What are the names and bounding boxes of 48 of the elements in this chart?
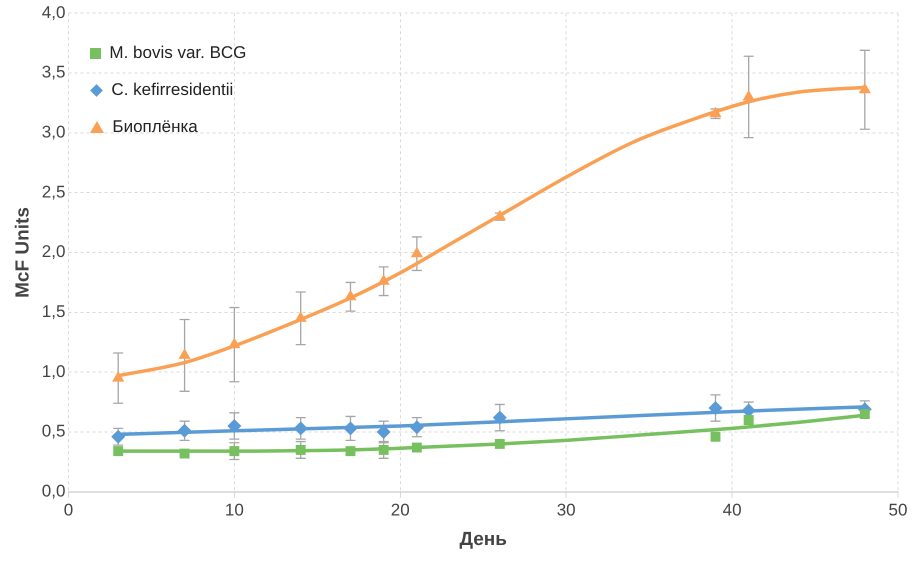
point (858, 82, 871, 94)
point (708, 401, 722, 416)
point (710, 432, 720, 442)
legend-label: M. bovis var. BCG (109, 43, 246, 64)
point (412, 442, 422, 452)
x-tick-label: 10 (224, 500, 244, 520)
y-tick-label: 0,5 (42, 422, 66, 441)
x-axis-title: День (459, 528, 507, 550)
y-tick-label: 1,5 (42, 302, 66, 322)
point (492, 410, 507, 425)
point (229, 446, 240, 456)
x-tick-label: 20 (390, 500, 410, 520)
x-tick-label: 40 (722, 500, 742, 520)
point (343, 421, 358, 436)
point (744, 415, 754, 425)
x-tick-label: 0 (64, 500, 74, 520)
point (180, 448, 190, 458)
point (227, 418, 242, 433)
point (178, 424, 192, 438)
point (113, 446, 124, 456)
legend-label: C. kefirresidentii (111, 80, 234, 100)
point (178, 348, 191, 359)
point (410, 420, 424, 434)
y-tick-label: 2,5 (42, 182, 66, 202)
point (346, 446, 356, 456)
point (860, 409, 870, 419)
point (494, 438, 505, 449)
point (378, 444, 389, 455)
point (296, 444, 306, 455)
x-tick-label: 30 (556, 500, 576, 520)
point (378, 274, 390, 285)
point (494, 210, 506, 220)
point (410, 246, 423, 258)
y-tick-label: 3,0 (42, 122, 66, 142)
point (294, 421, 308, 436)
legend-label: Биоплёнка (112, 117, 198, 138)
y-axis-title: McF Units (12, 207, 34, 298)
y-tick-label: 3,5 (42, 62, 66, 82)
y-tick-label: 1,0 (42, 362, 66, 381)
point (112, 371, 124, 382)
point (228, 338, 240, 348)
point (344, 290, 357, 300)
point (742, 90, 755, 100)
y-tick-label: 0,0 (42, 481, 66, 500)
x-tick-label: 50 (888, 500, 908, 520)
y-tick-label: 2,0 (42, 242, 66, 262)
y-tick-label: 4,0 (42, 2, 66, 22)
point (294, 311, 307, 322)
